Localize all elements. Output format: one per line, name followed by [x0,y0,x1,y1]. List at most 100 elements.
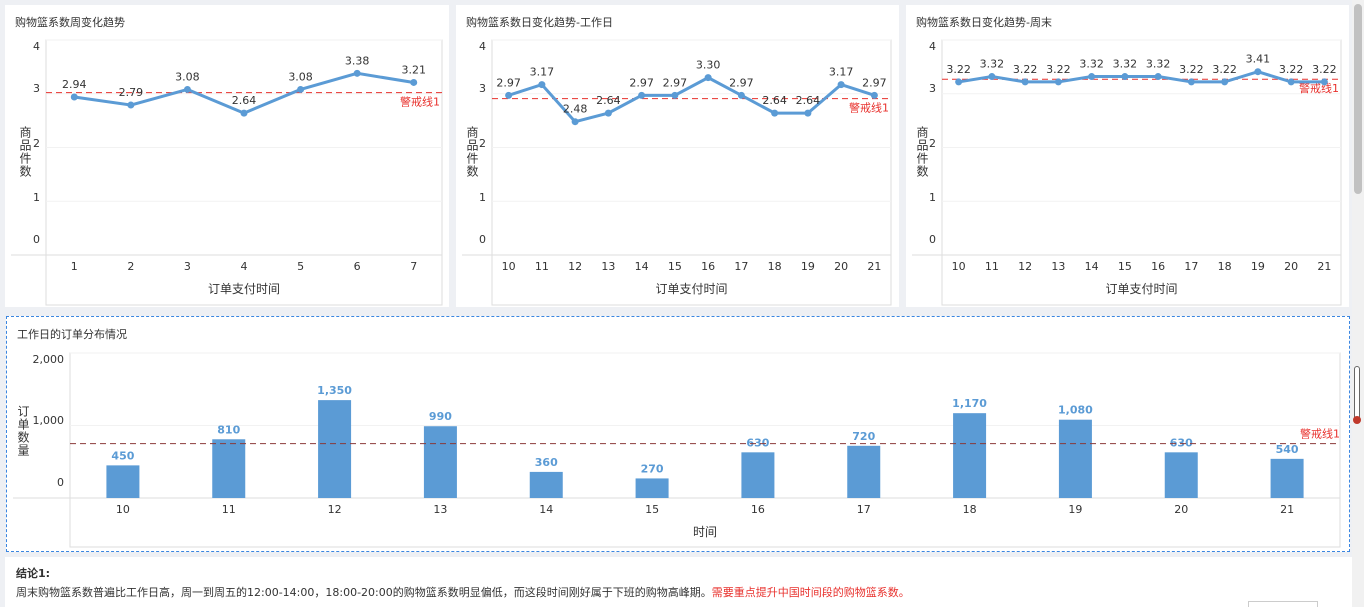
x-tick-label: 13 [601,260,615,273]
x-axis-title: 时间 [693,525,717,539]
data-label: 2.64 [762,94,787,107]
bar [1058,419,1092,498]
conclusion-text: 周末购物篮系数普遍比工作日高，周一到周五的12:00-14:00，18:00-2… [16,586,712,599]
data-label: 990 [429,410,452,423]
data-label: 3.32 [980,58,1005,71]
x-tick-label: 13 [433,503,447,516]
x-tick-label: 18 [1218,260,1232,273]
x-axis-title: 订单支付时间 [1105,282,1177,296]
data-point [671,91,679,99]
x-tick-label: 12 [1018,260,1032,273]
data-point [704,74,712,82]
x-tick-label: 3 [184,260,191,273]
x-tick-label: 11 [535,260,549,273]
scrollbar[interactable] [1352,0,1364,607]
y-tick-label: 1 [479,191,486,204]
bar [741,452,775,498]
data-point [638,91,646,99]
x-tick-label: 19 [801,260,815,273]
x-axis-title: 订单支付时间 [208,282,280,296]
data-point [183,85,191,93]
data-label: 3.22 [1046,63,1071,76]
data-point [1154,73,1162,81]
data-point [1121,73,1129,81]
y-tick-label: 0 [929,233,936,246]
x-tick-label: 16 [1151,260,1165,273]
x-tick-label: 20 [1174,503,1188,516]
chart-canvas: 0 1 2 3 4 1 2 3 4 5 6 7 订单支付时间 商品件数 警戒线1 2.94 2.79 3.08 2.… [11,39,443,306]
data-point [538,81,546,89]
data-point [988,73,996,81]
data-label: 1,080 [1058,404,1093,417]
x-tick-label: 14 [539,503,553,516]
x-tick-label: 18 [963,503,977,516]
data-label: 630 [1170,436,1193,449]
x-tick-label: 15 [1118,260,1132,273]
data-point [571,118,579,126]
data-label: 2.64 [796,94,821,107]
y-tick-label: 4 [929,40,936,53]
x-tick-label: 21 [1317,260,1331,273]
bar [953,413,987,498]
chart-canvas: 0 1,000 2,000 10 11 12 13 14 15 16 17 18 19 20 21 时间 订单数… [13,352,1341,548]
bar [423,426,457,498]
x-tick-label: 15 [668,260,682,273]
data-label: 2.97 [629,76,654,89]
data-label: 3.22 [1013,63,1038,76]
x-tick-label: 17 [857,503,871,516]
bar [529,471,563,498]
data-label: 3.17 [829,66,854,79]
x-axis-title: 订单支付时间 [655,282,727,296]
data-label: 2.97 [862,76,887,89]
conclusion-highlight: 需要重点提升中国时间段的购物篮系数。 [711,586,910,599]
chart-title: 购物篮系数日变化趋势-周末 [916,16,1052,29]
series-line [958,70,1325,84]
data-label: 3.22 [1212,63,1237,76]
y-tick-label: 0 [57,476,64,489]
data-point [353,69,361,77]
data-label: 540 [1276,443,1299,456]
data-label: 3.32 [1079,58,1104,71]
x-tick-label: 1 [71,260,78,273]
chart-title: 购物篮系数周变化趋势 [15,16,125,29]
warning-label: 警戒线1 [849,101,889,115]
x-tick-label: 11 [222,503,236,516]
bar [635,478,669,498]
bar [1270,458,1304,498]
data-label: 3.08 [288,70,313,83]
corner-widget[interactable] [1248,601,1318,607]
y-tick-label: 0 [33,233,40,246]
data-label: 2.48 [563,103,588,116]
conclusion-panel: 结论1: 周末购物篮系数普遍比工作日高，周一到周五的12:00-14:00，18… [5,557,1352,607]
scrollbar-thumb[interactable] [1354,4,1362,194]
weekday-order-distribution-chart[interactable]: 工作日的订单分布情况 0 1,000 2,000 10 11 12 13 14 15 16 17 18 1… [6,316,1350,552]
warning-label: 警戒线1 [1299,81,1339,95]
y-axis-title: 订单数量 [16,405,30,457]
x-tick-label: 11 [985,260,999,273]
x-tick-label: 21 [1280,503,1294,516]
data-point [1287,78,1295,86]
data-label: 1,170 [952,397,987,410]
x-tick-label: 14 [1085,260,1099,273]
bar [106,465,140,498]
data-label: 3.22 [1279,63,1304,76]
data-point [804,109,812,117]
data-point [297,85,305,93]
plot-border [69,352,1341,548]
x-tick-label: 10 [952,260,966,273]
data-label: 2.97 [729,76,754,89]
data-point [1320,78,1328,86]
x-tick-label: 12 [568,260,582,273]
thermometer-icon [1353,366,1361,424]
data-label: 3.32 [1146,58,1171,71]
data-point [737,91,745,99]
data-label: 450 [111,449,134,462]
data-point [410,78,418,86]
data-point [955,78,963,86]
x-tick-label: 16 [701,260,715,273]
data-label: 3.22 [946,63,971,76]
data-label: 2.97 [663,76,688,89]
series-line [508,75,875,124]
